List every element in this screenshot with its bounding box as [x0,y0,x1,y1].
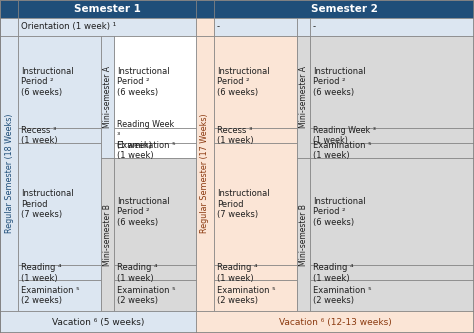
Bar [114,36,196,128]
Bar [196,18,214,36]
Text: Reading ⁴
(1 week): Reading ⁴ (1 week) [117,263,157,282]
Text: -: - [313,23,316,32]
Bar [0,36,18,311]
Text: Orientation (1 week) ¹: Orientation (1 week) ¹ [21,23,116,32]
Bar [297,158,310,311]
Text: Reading ⁴
(1 week): Reading ⁴ (1 week) [313,263,354,282]
Bar [18,143,101,265]
Text: Examination ⁵
(1 week): Examination ⁵ (1 week) [313,141,372,160]
Text: Mini-semester A: Mini-semester A [299,66,308,128]
Bar [18,128,101,143]
Bar [196,0,214,18]
Text: Instructional
Period ²
(6 weeks): Instructional Period ² (6 weeks) [313,67,365,97]
Bar [297,18,310,36]
Bar [18,18,196,36]
Text: Examination ⁵
(2 weeks): Examination ⁵ (2 weeks) [217,286,275,305]
Text: Examination ⁵
(2 weeks): Examination ⁵ (2 weeks) [313,286,372,305]
Text: Mini-semester B: Mini-semester B [103,204,112,265]
Bar [214,36,297,128]
Text: Recess ³
(1 week): Recess ³ (1 week) [217,126,254,145]
Bar [310,128,474,143]
Bar [214,0,474,18]
Text: Reading Week
³
(1 week): Reading Week ³ (1 week) [117,121,174,150]
Bar [0,18,18,36]
Bar [114,158,196,265]
Bar [114,143,196,158]
Bar [310,265,474,280]
Bar [297,36,310,158]
Bar [18,0,196,18]
Text: Instructional
Period
(7 weeks): Instructional Period (7 weeks) [21,189,73,219]
Bar [214,128,297,143]
Bar [114,280,196,311]
Text: Instructional
Period ²
(6 weeks): Instructional Period ² (6 weeks) [313,197,365,226]
Bar [310,36,474,128]
Bar [214,143,297,265]
Text: Reading ⁴
(1 week): Reading ⁴ (1 week) [217,263,257,282]
Bar [18,280,101,311]
Bar [310,280,474,311]
Text: Examination ⁵
(2 weeks): Examination ⁵ (2 weeks) [117,286,175,305]
Text: Semester 2: Semester 2 [310,4,377,14]
Text: Instructional
Period ²
(6 weeks): Instructional Period ² (6 weeks) [117,197,170,226]
Bar [101,36,114,158]
Bar [196,311,474,333]
Bar [310,158,474,265]
Text: Mini-semester A: Mini-semester A [103,66,112,128]
Bar [114,128,196,143]
Bar [18,36,101,128]
Text: Instructional
Period ²
(6 weeks): Instructional Period ² (6 weeks) [117,67,170,97]
Bar [214,265,297,280]
Text: Mini-semester B: Mini-semester B [299,204,308,265]
Text: Examination ⁵
(1 week): Examination ⁵ (1 week) [117,141,175,160]
Text: Recess ³
(1 week): Recess ³ (1 week) [21,126,58,145]
Bar [0,311,196,333]
Bar [310,18,474,36]
Text: Examination ⁵
(2 weeks): Examination ⁵ (2 weeks) [21,286,80,305]
Bar [214,280,297,311]
Bar [114,265,196,280]
Bar [310,143,474,158]
Text: Instructional
Period ²
(6 weeks): Instructional Period ² (6 weeks) [21,67,73,97]
Text: Vacation ⁶ (5 weeks): Vacation ⁶ (5 weeks) [52,317,144,326]
Text: Reading ⁴
(1 week): Reading ⁴ (1 week) [21,263,62,282]
Text: Vacation ⁶ (12-13 weeks): Vacation ⁶ (12-13 weeks) [279,317,392,326]
Text: Regular Semester (17 Weeks): Regular Semester (17 Weeks) [201,114,210,233]
Text: Regular Semester (18 Weeks): Regular Semester (18 Weeks) [4,114,13,233]
Bar [214,18,297,36]
Text: Instructional
Period ²
(6 weeks): Instructional Period ² (6 weeks) [217,67,270,97]
Text: -: - [217,23,220,32]
Text: Reading Week ³
(1 week): Reading Week ³ (1 week) [313,126,376,145]
Bar [0,0,18,18]
Bar [101,158,114,311]
Text: Instructional
Period
(7 weeks): Instructional Period (7 weeks) [217,189,270,219]
Text: Semester 1: Semester 1 [73,4,140,14]
Bar [196,36,214,311]
Bar [18,265,101,280]
